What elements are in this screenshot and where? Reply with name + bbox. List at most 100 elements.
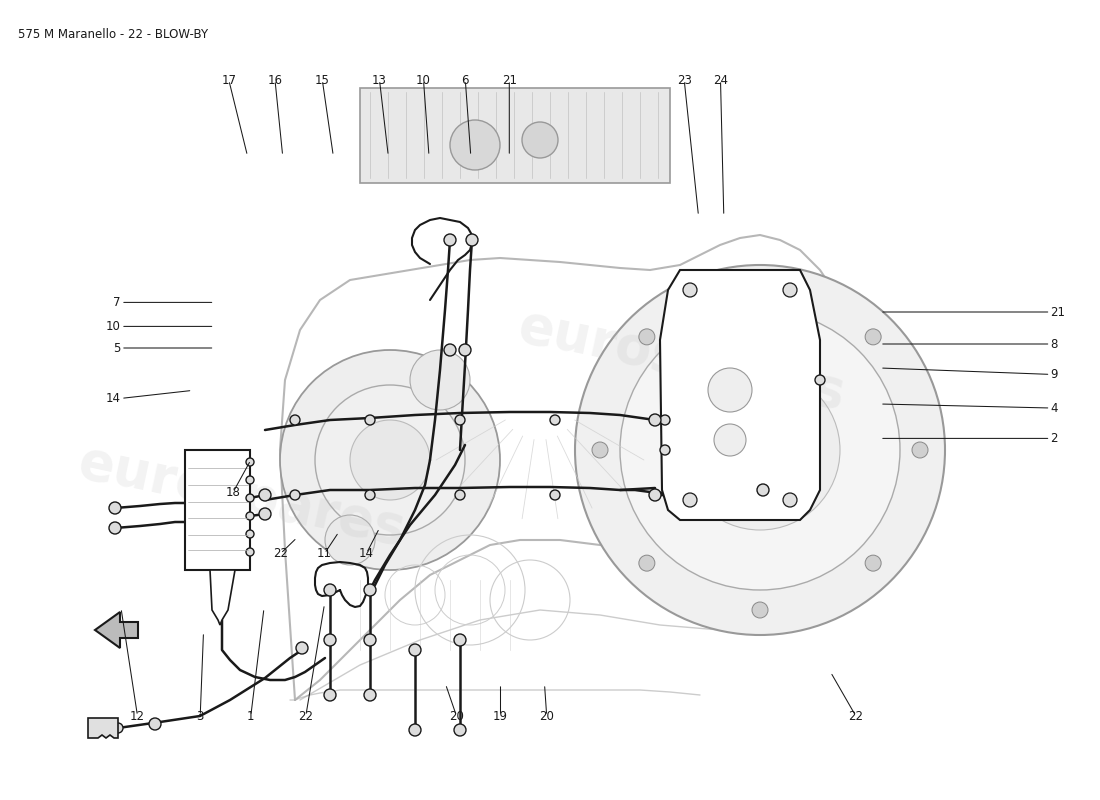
Circle shape: [455, 490, 465, 500]
Text: 21: 21: [1050, 306, 1066, 318]
Text: eurospares: eurospares: [514, 300, 850, 420]
Circle shape: [364, 634, 376, 646]
Circle shape: [324, 515, 375, 565]
Circle shape: [454, 634, 466, 646]
Circle shape: [714, 424, 746, 456]
Circle shape: [109, 522, 121, 534]
Polygon shape: [210, 570, 235, 625]
Circle shape: [113, 723, 123, 733]
Text: 10: 10: [416, 74, 431, 86]
Circle shape: [683, 493, 697, 507]
Text: 1: 1: [248, 710, 254, 722]
Circle shape: [683, 283, 697, 297]
Text: 18: 18: [226, 486, 241, 498]
Circle shape: [246, 530, 254, 538]
Circle shape: [708, 368, 752, 412]
Circle shape: [290, 490, 300, 500]
Text: 22: 22: [848, 710, 864, 722]
Circle shape: [324, 689, 336, 701]
Circle shape: [575, 265, 945, 635]
Circle shape: [246, 548, 254, 556]
Circle shape: [246, 494, 254, 502]
Text: 20: 20: [539, 710, 554, 722]
Text: 19: 19: [493, 710, 508, 722]
Circle shape: [409, 644, 421, 656]
Text: 12: 12: [130, 710, 145, 722]
Text: 16: 16: [267, 74, 283, 86]
Circle shape: [410, 350, 470, 410]
Circle shape: [757, 484, 769, 496]
Circle shape: [650, 490, 660, 500]
Polygon shape: [660, 270, 820, 520]
Text: 6: 6: [462, 74, 469, 86]
Circle shape: [364, 584, 376, 596]
Circle shape: [409, 724, 421, 736]
Circle shape: [450, 120, 500, 170]
Circle shape: [315, 385, 465, 535]
Circle shape: [350, 420, 430, 500]
Circle shape: [365, 490, 375, 500]
Text: 11: 11: [317, 547, 332, 560]
Text: 3: 3: [197, 710, 204, 722]
Bar: [360, 88, 670, 183]
Circle shape: [246, 512, 254, 520]
Circle shape: [660, 415, 670, 425]
Circle shape: [649, 489, 661, 501]
Circle shape: [592, 442, 608, 458]
Text: 2: 2: [1050, 432, 1058, 445]
Circle shape: [324, 584, 336, 596]
Circle shape: [660, 445, 670, 455]
Circle shape: [639, 329, 654, 345]
Text: 13: 13: [372, 74, 387, 86]
Circle shape: [752, 602, 768, 618]
Text: 17: 17: [221, 74, 236, 86]
Text: 14: 14: [359, 547, 374, 560]
Circle shape: [736, 391, 748, 403]
Circle shape: [444, 344, 456, 356]
Circle shape: [865, 555, 881, 571]
Text: 8: 8: [1050, 338, 1058, 350]
Circle shape: [324, 634, 336, 646]
Circle shape: [258, 489, 271, 501]
Circle shape: [752, 282, 768, 298]
Text: 4: 4: [1050, 402, 1058, 414]
Circle shape: [865, 329, 881, 345]
Polygon shape: [95, 612, 138, 648]
Circle shape: [296, 642, 308, 654]
Circle shape: [783, 283, 798, 297]
Circle shape: [550, 490, 560, 500]
Circle shape: [148, 718, 161, 730]
Circle shape: [649, 414, 661, 426]
Text: 7: 7: [113, 296, 121, 309]
Text: 20: 20: [449, 710, 464, 722]
Circle shape: [620, 310, 900, 590]
Circle shape: [365, 415, 375, 425]
Circle shape: [459, 344, 471, 356]
Text: 5: 5: [113, 342, 121, 354]
Circle shape: [290, 415, 300, 425]
Circle shape: [639, 555, 654, 571]
Circle shape: [258, 508, 271, 520]
Circle shape: [783, 493, 798, 507]
Circle shape: [455, 415, 465, 425]
Text: 15: 15: [315, 74, 330, 86]
Text: 22: 22: [298, 710, 314, 722]
Circle shape: [364, 689, 376, 701]
Circle shape: [550, 415, 560, 425]
Circle shape: [280, 350, 500, 570]
Circle shape: [522, 122, 558, 158]
Circle shape: [444, 234, 456, 246]
Text: 10: 10: [106, 320, 121, 333]
Circle shape: [466, 234, 478, 246]
Bar: [185, 450, 250, 570]
Circle shape: [246, 476, 254, 484]
Circle shape: [680, 370, 840, 530]
Text: 24: 24: [713, 74, 728, 86]
Polygon shape: [88, 718, 118, 738]
Text: eurospares: eurospares: [74, 436, 410, 556]
Circle shape: [815, 375, 825, 385]
Text: 22: 22: [273, 547, 288, 560]
Circle shape: [246, 458, 254, 466]
Text: 14: 14: [106, 392, 121, 405]
Text: 575 M Maranello - 22 - BLOW-BY: 575 M Maranello - 22 - BLOW-BY: [18, 28, 208, 41]
